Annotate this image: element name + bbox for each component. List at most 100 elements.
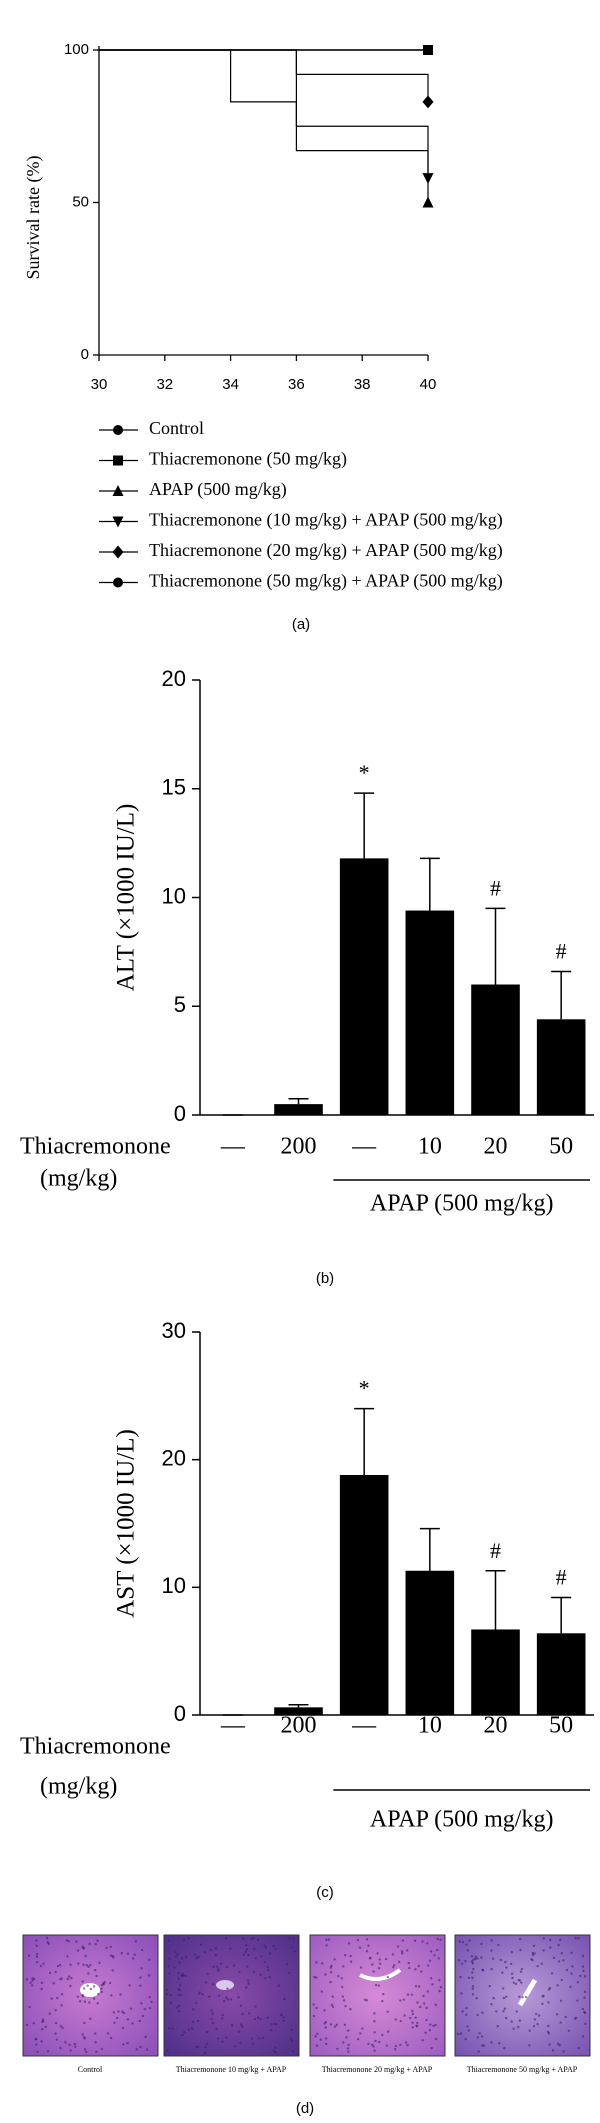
nucleus — [96, 2002, 99, 2005]
nucleus — [373, 2049, 376, 2052]
nucleus — [346, 2047, 350, 2050]
nucleus — [411, 2012, 414, 2016]
nucleus — [264, 1946, 267, 1949]
nucleus — [356, 1938, 360, 1942]
legend-label: Thiacremonone (10 mg/kg) + APAP (500 mg/… — [149, 510, 503, 531]
nucleus — [84, 1954, 87, 1958]
nucleus — [56, 1996, 59, 2000]
nucleus — [560, 1951, 564, 1955]
nucleus — [404, 2041, 408, 2044]
nucleus — [98, 1961, 101, 1964]
nucleus — [117, 2010, 120, 2013]
nucleus — [565, 1968, 569, 1972]
nucleus — [267, 1968, 270, 1972]
nucleus — [288, 1971, 291, 1975]
nucleus — [502, 2010, 505, 2013]
nucleus — [140, 1967, 143, 1970]
nucleus — [359, 1966, 363, 1969]
bar — [339, 858, 389, 1115]
nucleus — [135, 2048, 138, 2051]
nucleus — [215, 2027, 218, 2031]
nucleus — [377, 1984, 380, 1987]
nucleus — [39, 1964, 43, 1968]
nucleus — [35, 2043, 38, 2046]
nucleus — [180, 1957, 184, 1960]
nucleus — [83, 2000, 87, 2003]
nucleus — [399, 1999, 402, 2002]
nucleus — [475, 1996, 478, 2000]
nucleus — [270, 2023, 273, 2026]
nucleus — [583, 1990, 587, 1994]
nucleus — [254, 1957, 257, 1960]
nucleus — [60, 1992, 64, 1996]
y-tick-label: 15 — [162, 775, 186, 800]
nucleus — [396, 1945, 400, 1948]
nucleus — [197, 1955, 200, 1959]
nucleus — [473, 1957, 477, 1961]
nucleus — [394, 2044, 398, 2048]
nucleus — [245, 1948, 249, 1951]
nucleus — [372, 1970, 375, 1973]
nucleus — [537, 2014, 541, 2017]
nucleus — [461, 1940, 465, 1944]
nucleus — [36, 1953, 39, 1956]
nucleus — [342, 1965, 345, 1968]
nucleus — [58, 1964, 62, 1967]
nucleus — [253, 2018, 257, 2021]
nucleus — [564, 2015, 567, 2019]
nucleus — [429, 2023, 432, 2026]
nucleus — [196, 2019, 200, 2023]
nucleus — [333, 2025, 337, 2028]
nucleus — [548, 2043, 551, 2046]
nucleus — [439, 1938, 442, 1941]
nucleus — [418, 1985, 421, 1988]
bar — [405, 910, 455, 1115]
nucleus — [560, 1978, 564, 1982]
nucleus — [458, 1940, 462, 1943]
nucleus — [183, 1938, 186, 1941]
nucleus — [266, 2016, 269, 2019]
nucleus — [95, 2050, 98, 2054]
nucleus — [531, 1953, 535, 1957]
nucleus — [381, 2033, 384, 2037]
nucleus — [320, 1962, 324, 1965]
nucleus — [59, 2024, 63, 2028]
nucleus — [324, 2037, 328, 2040]
nucleus — [288, 1937, 291, 1940]
nucleus — [252, 1970, 256, 1974]
nucleus — [183, 2030, 186, 2034]
nucleus — [229, 1947, 232, 1950]
nucleus — [333, 1958, 336, 1961]
bar — [471, 984, 520, 1115]
nucleus — [547, 2024, 550, 2028]
nucleus — [576, 1980, 580, 1984]
nucleus — [345, 2036, 348, 2039]
nucleus — [195, 1956, 198, 1960]
nucleus — [82, 2036, 86, 2039]
nucleus — [148, 1995, 151, 1999]
nucleus — [373, 2020, 376, 2023]
nucleus — [581, 1965, 585, 1968]
x-tick-label: — — [220, 1134, 246, 1160]
x-tick-label: 20 — [484, 1134, 508, 1160]
x-tick-label: 200 — [281, 1713, 317, 1739]
nucleus — [256, 1938, 260, 1941]
nucleus — [478, 2032, 481, 2035]
nucleus — [225, 1965, 229, 1969]
nucleus — [557, 1960, 561, 1963]
nucleus — [148, 1958, 151, 1961]
nucleus — [520, 1981, 523, 1984]
nucleus — [139, 1976, 142, 1979]
nucleus — [427, 1964, 430, 1967]
nucleus — [40, 2040, 43, 2043]
nucleus — [178, 2010, 181, 2013]
nucleus — [502, 1996, 506, 2000]
nucleus — [264, 1977, 267, 1980]
nucleus — [184, 1974, 188, 1978]
nucleus — [335, 2023, 339, 2026]
bar — [536, 1019, 586, 1115]
nucleus — [320, 1990, 324, 1993]
nucleus — [122, 2043, 125, 2046]
nucleus — [166, 2049, 169, 2052]
nucleus — [229, 1998, 233, 2001]
